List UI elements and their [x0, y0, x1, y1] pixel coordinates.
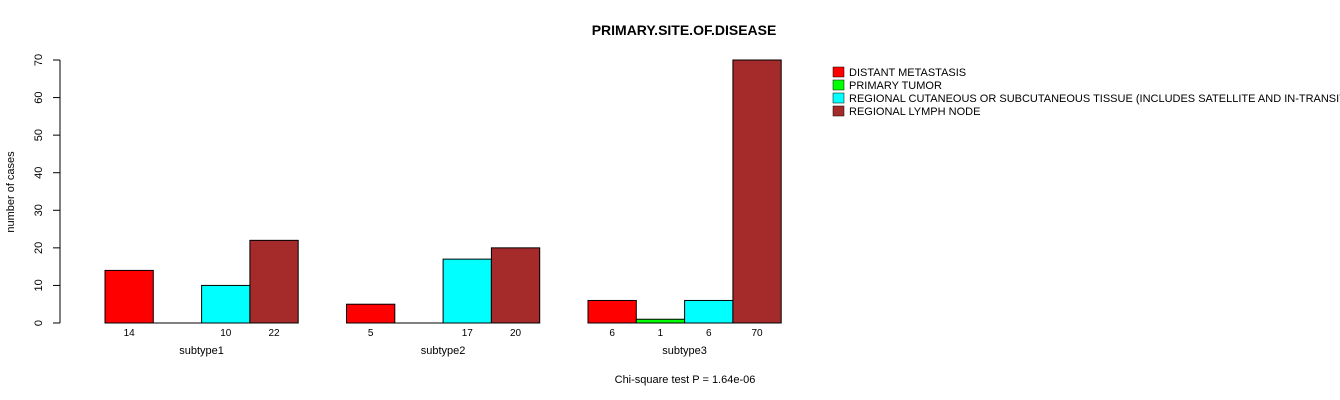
bar-value-label: 70 — [751, 328, 763, 339]
y-tick-label: 60 — [33, 91, 45, 103]
bar-value-label: 6 — [706, 328, 712, 339]
category-label-subtype2: subtype2 — [421, 345, 466, 357]
y-tick-label: 50 — [33, 129, 45, 141]
bar-subtype2-3 — [442, 258, 492, 324]
y-tick-label: 20 — [33, 242, 45, 254]
bar-subtype3-2 — [635, 318, 686, 324]
bar-value-label: 1 — [658, 328, 664, 339]
legend-entry: REGIONAL CUTANEOUS OR SUBCUTANEOUS TISSU… — [849, 93, 1340, 105]
bar-value-label: 20 — [510, 328, 522, 339]
chi-square-footnote: Chi-square test P = 1.64e-06 — [615, 374, 756, 386]
y-tick-label: 30 — [33, 204, 45, 216]
y-tick-label: 10 — [33, 279, 45, 291]
legend-entry: DISTANT METASTASIS — [849, 67, 966, 79]
bars-group — [104, 59, 782, 324]
bar-subtype2-1 — [346, 303, 396, 324]
bar-subtype3-1 — [587, 299, 637, 324]
bar-value-label: 10 — [220, 328, 232, 339]
legend-swatch — [832, 105, 845, 117]
bar-subtype1-3 — [201, 284, 251, 324]
y-axis-label: number of cases — [5, 151, 17, 233]
bar-value-label: 17 — [462, 328, 474, 339]
legend-swatch — [832, 79, 845, 91]
y-tick-label: 0 — [33, 320, 45, 326]
bar-subtype1-1 — [104, 269, 154, 324]
y-axis: 0 10 20 30 40 50 60 70 — [33, 54, 61, 326]
bar-value-label: 5 — [368, 328, 374, 339]
y-tick-label: 40 — [33, 167, 45, 179]
category-labels: subtype1 subtype2 subtype3 — [179, 345, 707, 357]
category-label-subtype1: subtype1 — [179, 345, 224, 357]
chart-title: PRIMARY.SITE.OF.DISEASE — [592, 22, 777, 38]
bar-value-label: 14 — [124, 328, 136, 339]
bar-subtype3-4 — [732, 59, 782, 324]
category-label-subtype3: subtype3 — [662, 345, 707, 357]
legend-swatch — [832, 92, 845, 104]
legend-swatch — [832, 66, 845, 78]
legend-entry: REGIONAL LYMPH NODE — [849, 106, 980, 118]
legend-entry: PRIMARY TUMOR — [849, 80, 942, 92]
y-tick-label: 70 — [33, 54, 45, 66]
bar-value-labels: 14 10 22 5 17 20 6 1 6 70 — [124, 328, 763, 339]
bar-subtype1-4 — [249, 239, 299, 324]
bar-subtype3-3 — [684, 299, 734, 324]
bar-value-label: 6 — [609, 328, 615, 339]
bar-subtype2-4 — [490, 247, 541, 324]
bar-value-label: 22 — [268, 328, 280, 339]
